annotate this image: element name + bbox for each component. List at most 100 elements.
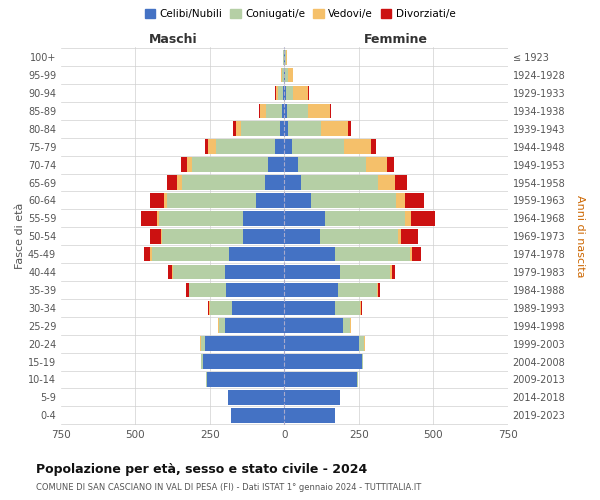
Bar — [284, 104, 287, 118]
Bar — [226, 282, 284, 298]
Bar — [405, 193, 424, 208]
Bar — [201, 336, 205, 351]
Bar — [164, 193, 167, 208]
Bar — [216, 140, 275, 154]
Bar — [282, 104, 284, 118]
Bar — [168, 264, 172, 280]
Bar — [284, 193, 311, 208]
Bar — [377, 282, 380, 298]
Bar — [287, 68, 293, 82]
Bar — [401, 229, 418, 244]
Bar — [284, 390, 340, 404]
Bar — [278, 86, 283, 100]
Bar — [256, 193, 284, 208]
Bar — [219, 318, 225, 333]
Bar — [225, 264, 284, 280]
Bar — [140, 211, 157, 226]
Bar — [284, 247, 335, 262]
Bar — [284, 300, 335, 315]
Bar — [361, 300, 362, 315]
Bar — [151, 193, 164, 208]
Bar — [151, 247, 152, 262]
Text: COMUNE DI SAN CASCIANO IN VAL DI PESA (FI) - Dati ISTAT 1° gennaio 2024 - TUTTIT: COMUNE DI SAN CASCIANO IN VAL DI PESA (F… — [36, 482, 421, 492]
Bar — [236, 122, 241, 136]
Bar — [392, 264, 395, 280]
Text: Popolazione per età, sesso e stato civile - 2024: Popolazione per età, sesso e stato civil… — [36, 462, 367, 475]
Bar — [301, 175, 378, 190]
Bar — [187, 158, 192, 172]
Bar — [284, 408, 335, 422]
Bar — [293, 86, 308, 100]
Bar — [265, 175, 284, 190]
Bar — [284, 175, 301, 190]
Bar — [280, 122, 284, 136]
Bar — [177, 175, 182, 190]
Legend: Celibi/Nubili, Coniugati/e, Vedovi/e, Divorziati/e: Celibi/Nubili, Coniugati/e, Vedovi/e, Di… — [140, 5, 460, 24]
Bar — [189, 282, 226, 298]
Y-axis label: Fasce di età: Fasce di età — [15, 203, 25, 270]
Bar — [167, 175, 177, 190]
Bar — [321, 122, 347, 136]
Bar — [284, 354, 362, 369]
Bar — [359, 336, 364, 351]
Bar — [284, 336, 359, 351]
Bar — [284, 211, 325, 226]
Bar — [205, 336, 284, 351]
Bar — [208, 300, 209, 315]
Bar — [229, 247, 284, 262]
Bar — [151, 229, 161, 244]
Bar — [284, 122, 288, 136]
Bar — [205, 140, 208, 154]
Bar — [243, 211, 284, 226]
Bar — [241, 122, 280, 136]
Bar — [232, 300, 284, 315]
Bar — [161, 229, 162, 244]
Bar — [203, 354, 284, 369]
Bar — [395, 175, 407, 190]
Bar — [284, 140, 292, 154]
Text: Femmine: Femmine — [364, 32, 428, 46]
Bar — [398, 229, 401, 244]
Bar — [396, 193, 405, 208]
Bar — [285, 50, 286, 64]
Bar — [284, 229, 320, 244]
Bar — [335, 300, 361, 315]
Bar — [284, 158, 298, 172]
Bar — [311, 193, 396, 208]
Bar — [286, 68, 287, 82]
Bar — [390, 264, 392, 280]
Bar — [338, 282, 377, 298]
Bar — [283, 86, 284, 100]
Bar — [320, 229, 398, 244]
Bar — [335, 247, 410, 262]
Bar — [284, 86, 286, 100]
Y-axis label: Anni di nascita: Anni di nascita — [575, 195, 585, 278]
Bar — [260, 104, 266, 118]
Bar — [284, 372, 358, 387]
Bar — [292, 140, 344, 154]
Bar — [186, 282, 188, 298]
Bar — [286, 86, 293, 100]
Bar — [288, 122, 321, 136]
Bar — [233, 122, 236, 136]
Bar — [367, 158, 387, 172]
Bar — [157, 211, 160, 226]
Bar — [412, 247, 421, 262]
Bar — [284, 264, 340, 280]
Bar — [145, 247, 151, 262]
Bar — [225, 318, 284, 333]
Bar — [371, 140, 376, 154]
Bar — [152, 247, 229, 262]
Bar — [387, 158, 394, 172]
Bar — [228, 390, 284, 404]
Bar — [266, 104, 282, 118]
Bar — [207, 372, 284, 387]
Bar — [173, 264, 225, 280]
Bar — [192, 158, 268, 172]
Bar — [405, 211, 411, 226]
Bar — [275, 140, 284, 154]
Bar — [202, 354, 203, 369]
Bar — [411, 211, 435, 226]
Bar — [210, 300, 232, 315]
Bar — [287, 104, 308, 118]
